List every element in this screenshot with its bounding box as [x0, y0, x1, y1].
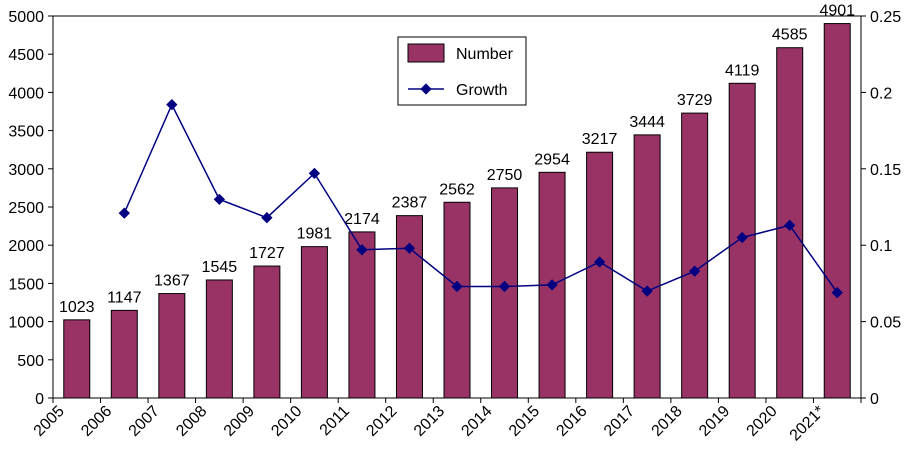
- x-tick-label: 2010: [268, 403, 305, 440]
- bar-data-label: 1147: [107, 289, 142, 306]
- bar-number: [491, 187, 519, 399]
- growth-point: [403, 242, 416, 254]
- x-tick-label: 2005: [31, 403, 68, 440]
- left-tick-label: 2500: [8, 200, 44, 217]
- left-tick-label: 500: [17, 353, 44, 370]
- x-tick-label: 2012: [363, 403, 400, 440]
- bar-data-label: 1023: [59, 299, 95, 316]
- left-tick-label: 4000: [8, 85, 44, 102]
- bar-data-label: 4585: [772, 27, 808, 44]
- legend: Number Growth: [397, 36, 527, 106]
- right-tick-label: 0.15: [870, 162, 901, 179]
- growth-point: [166, 98, 178, 111]
- right-tick-label: 0: [870, 391, 879, 408]
- bar-number: [823, 23, 851, 399]
- bar-number: [110, 309, 138, 399]
- bar-number: [205, 279, 233, 399]
- bar-data-label: 3729: [677, 92, 713, 109]
- growth-line: [123, 102, 838, 294]
- bar-data-label: 2387: [392, 195, 428, 212]
- x-tick-label: 2006: [78, 403, 115, 440]
- bar-number: [253, 265, 281, 399]
- growth-point: [118, 207, 130, 219]
- bar-number: [348, 231, 376, 399]
- x-tick-label: 2020: [744, 403, 781, 440]
- growth-point: [308, 167, 321, 180]
- bar-data-label: 4119: [725, 62, 760, 79]
- x-tick-label: 2009: [221, 403, 258, 440]
- bar-data-label: 2562: [439, 181, 475, 198]
- x-tick-label: 2007: [126, 403, 163, 440]
- bar-number: [586, 151, 614, 399]
- bar-data-label: 1545: [202, 259, 238, 276]
- bar-number: [633, 134, 661, 399]
- growth-point: [831, 286, 843, 299]
- right-axis: 0 0.05 0.1 0.15 0.2 0.25: [861, 9, 901, 408]
- growth-point: [688, 265, 701, 277]
- bar-data-label: 1981: [297, 226, 333, 243]
- left-tick-label: 5000: [8, 9, 44, 26]
- x-tick-label: 2011: [317, 403, 353, 439]
- legend-label-growth: Growth: [456, 82, 508, 99]
- x-tick-label: 2018: [649, 403, 686, 440]
- bar-number: [158, 293, 186, 399]
- left-tick-label: 3000: [8, 162, 44, 179]
- legend-label-number: Number: [456, 46, 514, 63]
- growth-point: [213, 193, 226, 206]
- left-tick-label: 1000: [8, 315, 44, 332]
- left-tick-label: 0: [35, 391, 44, 408]
- x-tick-label: 2021*: [787, 403, 829, 445]
- right-tick-label: 0.1: [870, 238, 892, 255]
- x-axis: 2005 2006 2007 2008 2009 2010 2011 2012 2013 2014…: [31, 398, 862, 445]
- growth-point: [498, 280, 511, 293]
- x-tick-label: 2017: [601, 403, 638, 440]
- bar-data-label: 3444: [629, 114, 665, 131]
- growth-point: [261, 212, 273, 224]
- bar-data-label: 2750: [487, 167, 523, 184]
- x-tick-label: 2016: [553, 403, 590, 440]
- right-tick-label: 0.25: [870, 9, 901, 26]
- x-tick-label: 2015: [506, 403, 543, 440]
- left-tick-label: 3500: [8, 124, 44, 141]
- legend-swatch-number: [407, 43, 445, 63]
- left-tick-label: 2000: [8, 238, 44, 255]
- growth-point: [593, 256, 606, 268]
- left-tick-label: 4500: [8, 47, 44, 64]
- bar-data-label: 2174: [344, 211, 380, 228]
- x-tick-label: 2014: [458, 403, 495, 440]
- growth-point: [356, 244, 368, 256]
- right-tick-label: 0.05: [870, 315, 901, 332]
- x-tick-label: 2019: [696, 403, 733, 440]
- bar-number: [300, 246, 328, 399]
- bar-data-labels: 1023 1147 1367 1545 1727 1981 2174 2387 2562 2750…: [59, 3, 855, 316]
- right-tick-label: 0.2: [870, 85, 892, 102]
- growth-point: [736, 231, 748, 244]
- legend-box: [397, 36, 527, 106]
- bar-data-label: 3217: [582, 131, 618, 148]
- growth-point: [641, 285, 653, 297]
- bar-data-label: 4901: [819, 3, 855, 20]
- bar-data-label: 1367: [154, 273, 190, 290]
- x-tick-label: 2008: [173, 403, 210, 440]
- bar-data-label: 1727: [249, 245, 285, 262]
- bar-data-label: 2954: [534, 151, 570, 168]
- left-tick-label: 1500: [8, 276, 44, 293]
- bar-number: [681, 112, 709, 399]
- growth-point: [451, 280, 463, 293]
- left-axis: 0 500 1000 1500 2000 2500 3000 3500 4000 4500 5000: [8, 9, 53, 408]
- growth-point: [546, 279, 558, 291]
- bar-number: [443, 201, 471, 399]
- growth-point: [784, 219, 796, 231]
- x-tick-label: 2013: [411, 403, 448, 440]
- bar-number: [63, 319, 91, 399]
